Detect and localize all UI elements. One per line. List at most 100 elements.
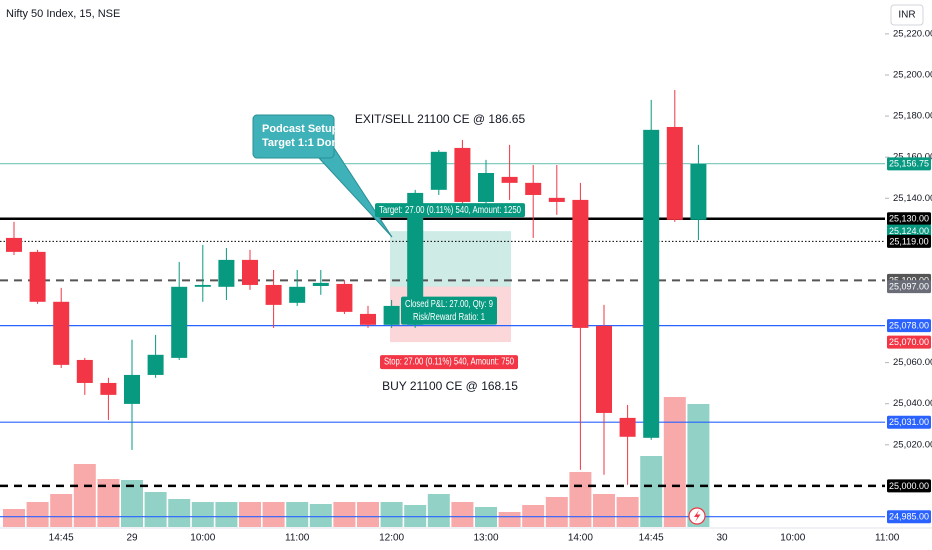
candle-body — [360, 313, 376, 325]
x-tick-label: 29 — [126, 533, 138, 544]
price-label-box — [887, 224, 931, 238]
y-tick-label: 25,180.00 — [893, 111, 932, 122]
volume-bar — [191, 502, 214, 527]
candle-body — [100, 382, 117, 395]
price-line-layer — [0, 163, 885, 518]
x-tick-label: 10:00 — [780, 533, 805, 544]
volume-bar — [380, 502, 403, 527]
candle-body — [242, 259, 258, 285]
volume-bar — [498, 512, 521, 527]
currency-button[interactable] — [890, 4, 924, 26]
price-label-box — [887, 335, 931, 349]
currency-label: INR — [898, 10, 915, 21]
price-label-box — [887, 280, 931, 294]
price-axis-bg — [885, 0, 932, 528]
candle-body — [430, 151, 447, 190]
event-icon-bolt — [694, 510, 701, 522]
candle-body — [643, 129, 660, 438]
price-label: 24,985.00 — [889, 512, 929, 522]
candle-body — [666, 126, 683, 220]
candle-body — [76, 359, 93, 383]
x-tick-label: 13:00 — [473, 533, 498, 544]
position-label: Stop: 27.00 (0.11%) 540, Amount: 750 — [384, 357, 514, 368]
volume-bar — [616, 497, 639, 527]
candle-body — [194, 284, 211, 287]
candle-body — [312, 282, 329, 286]
callout-text: Podcast Setup — [262, 123, 339, 135]
x-tick-label: 11:00 — [285, 533, 310, 544]
price-label: 25,156.75 — [889, 159, 929, 169]
candle-body — [478, 172, 494, 202]
volume-bar — [451, 502, 474, 527]
price-label: 25,130.00 — [889, 214, 929, 224]
x-tick-label: 14:45 — [49, 533, 74, 544]
x-tick-label: 30 — [716, 533, 728, 544]
x-tick-label: 14:00 — [568, 533, 593, 544]
x-tick-label: 14:45 — [639, 533, 664, 544]
volume-bar — [215, 502, 238, 527]
price-label: 25,124.00 — [889, 226, 929, 236]
volume-bar — [357, 502, 379, 527]
volume-bar — [168, 499, 191, 527]
candle-body — [53, 301, 70, 365]
candle-body — [619, 417, 636, 437]
price-label-box — [887, 319, 931, 333]
price-label-box — [887, 234, 931, 248]
y-tick-label: 25,040.00 — [893, 398, 932, 409]
volume-bar — [144, 492, 167, 527]
target-label-box — [375, 203, 525, 218]
volume-bar — [286, 502, 309, 527]
candle-body — [265, 284, 282, 305]
volume-bar — [404, 505, 427, 527]
position-label: Risk/Reward Ratio: 1 — [413, 312, 485, 323]
volume-bar — [687, 404, 710, 527]
volume-bar — [663, 397, 686, 527]
price-label: 25,031.00 — [889, 417, 929, 427]
candle-body — [171, 286, 188, 358]
candle-body — [6, 237, 22, 252]
volume-bar — [640, 456, 663, 527]
price-label: 25,000.00 — [889, 481, 929, 491]
x-tick-label: 10:00 — [190, 533, 215, 544]
volume-bar — [522, 505, 545, 527]
callout-box — [252, 114, 335, 159]
price-label: 25,119.00 — [889, 236, 928, 246]
stop-label-box — [380, 355, 518, 370]
volume-bar — [97, 479, 120, 527]
volume-bar — [545, 497, 568, 527]
candle-body — [501, 176, 518, 183]
volume-bar — [569, 472, 592, 527]
candle-body — [525, 182, 542, 195]
candle-body — [147, 354, 164, 375]
y-tick-label: 25,160.00 — [893, 152, 932, 163]
price-label-box — [887, 212, 931, 226]
candle-body — [407, 192, 424, 325]
volume-bar — [26, 502, 49, 527]
candle-body — [690, 163, 707, 220]
candle-body — [124, 374, 140, 404]
candle-layer — [6, 89, 707, 485]
volume-bar — [262, 502, 285, 527]
candle-body — [596, 325, 612, 413]
volume-bar — [427, 494, 450, 527]
price-label: 25,078.00 — [889, 321, 929, 331]
y-tick-label: 25,140.00 — [893, 193, 932, 204]
candle-body — [383, 305, 400, 325]
volume-bar — [121, 480, 143, 527]
candle-body — [336, 283, 353, 312]
candle-body — [548, 197, 565, 202]
price-label-box — [887, 479, 931, 493]
position-label: Target: 27.00 (0.11%) 540, Amount: 1250 — [379, 205, 521, 216]
candle-body — [218, 259, 235, 287]
volume-bar — [239, 502, 261, 527]
y-tick-label: 25,020.00 — [893, 439, 932, 450]
buy-note: BUY 21100 CE @ 168.15 — [382, 379, 518, 393]
candle-body — [289, 286, 306, 303]
price-label-box — [887, 510, 931, 524]
x-tick-label: 11:00 — [875, 533, 900, 544]
price-label-box — [887, 157, 931, 171]
volume-bar — [50, 494, 73, 527]
